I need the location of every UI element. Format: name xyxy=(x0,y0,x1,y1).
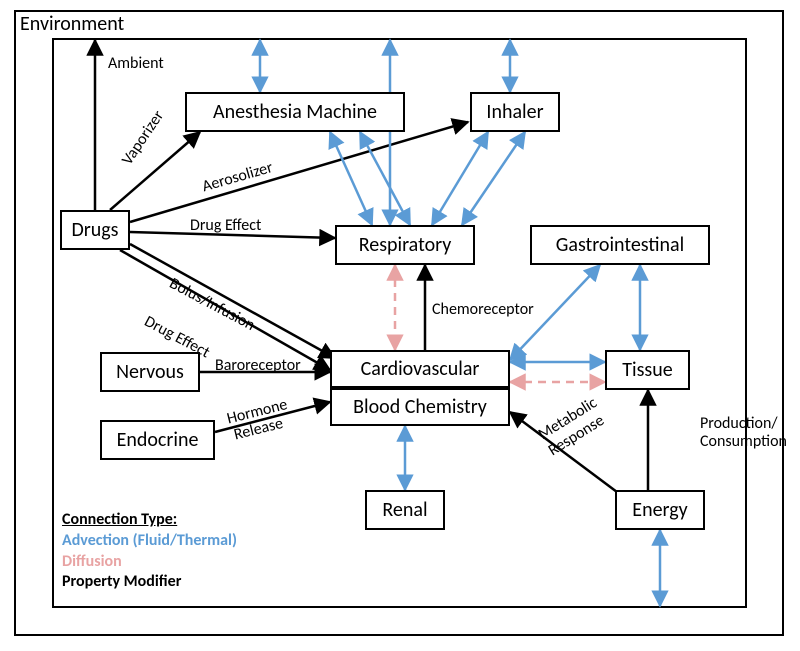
label-chemoreceptor: Chemoreceptor xyxy=(432,300,534,319)
node-renal: Renal xyxy=(365,490,445,530)
node-energy: Energy xyxy=(615,490,705,530)
node-anesthesia-machine: Anesthesia Machine xyxy=(185,92,405,132)
node-tissue: Tissue xyxy=(605,350,690,390)
node-respiratory: Respiratory xyxy=(335,225,475,265)
legend-title: Connection Type: xyxy=(62,510,237,531)
node-gastrointestinal: Gastrointestinal xyxy=(530,225,710,265)
environment-label: Environment xyxy=(20,12,124,36)
node-drugs: Drugs xyxy=(60,210,130,250)
label-consumption: Consumption xyxy=(700,432,787,451)
label-production: Production/ xyxy=(700,414,778,433)
label-ambient: Ambient xyxy=(108,54,164,73)
legend-item-advection: Advection (Fluid/Thermal) xyxy=(62,531,237,552)
node-inhaler: Inhaler xyxy=(470,92,560,132)
node-cardiovascular: Cardiovascular xyxy=(330,350,510,388)
legend-item-property-modifier: Property Modifier xyxy=(62,572,237,593)
node-blood-chemistry: Blood Chemistry xyxy=(330,388,510,426)
label-drug-effect-respiratory: Drug Effect xyxy=(190,216,261,235)
node-endocrine: Endocrine xyxy=(100,420,215,460)
label-baroreceptor: Baroreceptor xyxy=(215,356,301,375)
legend-item-diffusion: Diffusion xyxy=(62,552,237,573)
legend: Connection Type: Advection (Fluid/Therma… xyxy=(62,510,237,593)
node-nervous: Nervous xyxy=(100,352,200,392)
